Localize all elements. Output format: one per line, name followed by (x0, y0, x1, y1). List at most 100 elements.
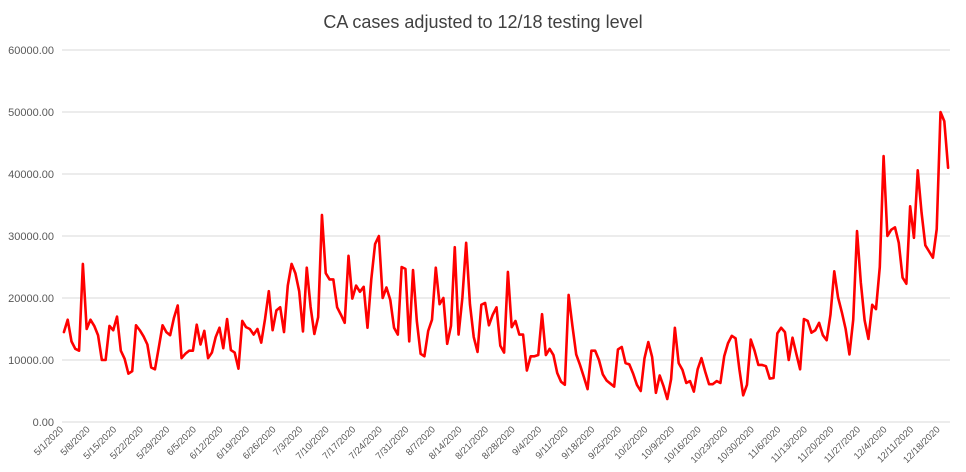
y-tick-label: 50000.00 (8, 107, 54, 119)
data-point (875, 308, 877, 310)
data-point (643, 357, 645, 359)
data-point (552, 354, 554, 356)
data-point (647, 341, 649, 343)
data-point (355, 284, 357, 286)
data-point (374, 243, 376, 245)
data-point (203, 330, 205, 332)
data-point (199, 343, 201, 345)
data-point (131, 370, 133, 372)
data-point (628, 363, 630, 365)
data-point (222, 347, 224, 349)
data-point (640, 390, 642, 392)
data-point (936, 228, 938, 230)
data-point (237, 367, 239, 369)
data-point (89, 319, 91, 321)
data-point (860, 281, 862, 283)
data-point (636, 384, 638, 386)
data-point (241, 320, 243, 322)
data-point (852, 319, 854, 321)
data-point (769, 377, 771, 379)
data-point (658, 374, 660, 376)
data-point (882, 155, 884, 157)
data-point (431, 319, 433, 321)
data-point (165, 331, 167, 333)
data-point (564, 384, 566, 386)
data-point (617, 348, 619, 350)
y-tick-label: 20000.00 (8, 293, 54, 305)
data-point (344, 322, 346, 324)
data-point (567, 294, 569, 296)
data-point (150, 366, 152, 368)
data-point (97, 334, 99, 336)
data-point (833, 270, 835, 272)
data-point (419, 353, 421, 355)
data-point (454, 246, 456, 248)
data-point (632, 372, 634, 374)
data-point (510, 326, 512, 328)
data-point (548, 348, 550, 350)
data-point (306, 266, 308, 268)
data-point (328, 278, 330, 280)
data-point (275, 309, 277, 311)
data-point (317, 316, 319, 318)
data-point (609, 382, 611, 384)
data-point (457, 333, 459, 335)
data-point (393, 327, 395, 329)
data-point (662, 385, 664, 387)
data-point (579, 364, 581, 366)
data-point (397, 333, 399, 335)
data-point (196, 323, 198, 325)
data-point (271, 329, 273, 331)
data-point (803, 318, 805, 320)
data-point (268, 290, 270, 292)
data-point (78, 350, 80, 352)
data-point (321, 214, 323, 216)
data-point (822, 334, 824, 336)
data-point (465, 242, 467, 244)
data-point (116, 315, 118, 317)
data-point (495, 306, 497, 308)
data-point (400, 266, 402, 268)
data-point (302, 330, 304, 332)
data-point (340, 314, 342, 316)
data-point (245, 326, 247, 328)
data-point (708, 383, 710, 385)
data-point (294, 272, 296, 274)
y-axis-tick-labels: 0.00 10000.00 20000.00 30000.00 40000.00 5000… (8, 45, 54, 429)
data-point (139, 329, 141, 331)
data-point (871, 304, 873, 306)
data-point (101, 359, 103, 361)
data-point (192, 350, 194, 352)
data-point (810, 332, 812, 334)
data-point (154, 368, 156, 370)
data-point (924, 244, 926, 246)
data-point (112, 329, 114, 331)
data-point (522, 333, 524, 335)
data-point (427, 330, 429, 332)
data-point (734, 337, 736, 339)
data-point (264, 318, 266, 320)
data-point (605, 379, 607, 381)
data-point (780, 327, 782, 329)
data-point (765, 365, 767, 367)
data-point (890, 229, 892, 231)
data-point (499, 345, 501, 347)
data-point (123, 358, 125, 360)
data-point (602, 373, 604, 375)
data-point (214, 336, 216, 338)
data-point (66, 319, 68, 321)
data-point (279, 306, 281, 308)
data-point (791, 336, 793, 338)
data-point (446, 343, 448, 345)
data-point (723, 355, 725, 357)
data-point (757, 364, 759, 366)
data-point (184, 353, 186, 355)
data-point (404, 268, 406, 270)
data-point (507, 271, 509, 273)
data-point (325, 272, 327, 274)
data-point (313, 333, 315, 335)
data-point (385, 286, 387, 288)
data-point (594, 350, 596, 352)
data-point (928, 250, 930, 252)
data-point (712, 383, 714, 385)
